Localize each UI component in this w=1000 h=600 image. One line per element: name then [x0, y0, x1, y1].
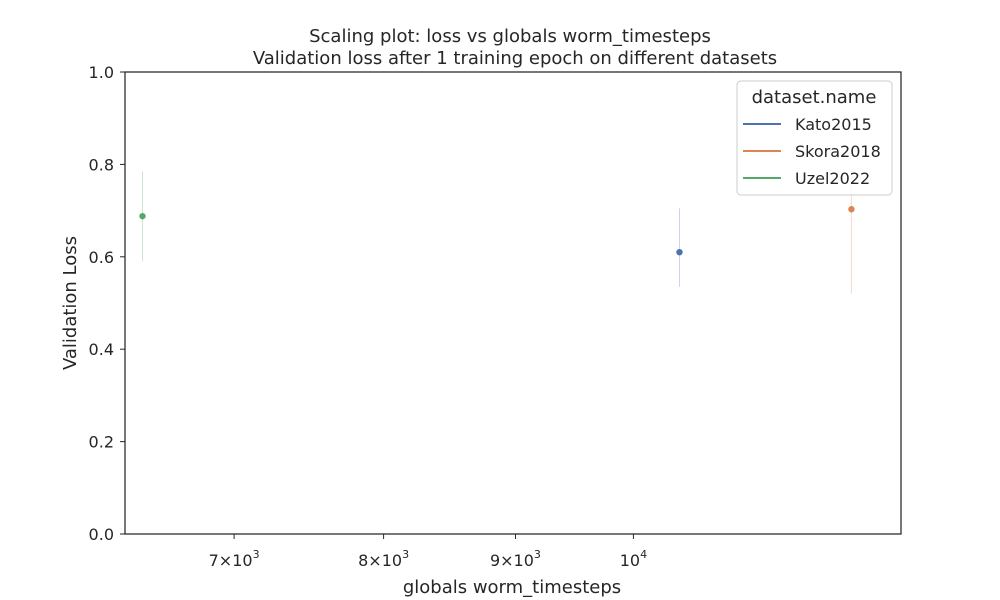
legend-label-uzel2022: Uzel2022 [795, 169, 870, 188]
chart-title: Scaling plot: loss vs globals worm_times… [309, 26, 711, 47]
x-tick-label: 8×103 [358, 548, 409, 570]
y-tick-label: 0.2 [89, 433, 114, 452]
x-tick-label: 104 [620, 548, 647, 570]
legend: dataset.name Kato2015 Skora2018 Uzel2022 [736, 80, 893, 196]
x-tick-label: 9×103 [490, 548, 541, 570]
y-axis-label: Validation Loss [60, 236, 81, 370]
chart-subtitle: Validation loss after 1 training epoch o… [253, 48, 777, 69]
y-tick-label: 0.6 [89, 248, 114, 267]
y-tick-label: 0.0 [89, 525, 114, 544]
x-tick-label: 7×103 [209, 548, 260, 570]
legend-box [736, 80, 893, 196]
data-point-uzel2022 [139, 212, 146, 220]
x-axis-ticks: 7×103 8×103 9×103 104 [209, 534, 647, 570]
data-marks [139, 171, 855, 294]
legend-label-kato2015: Kato2015 [795, 115, 872, 134]
data-point-kato2015 [676, 248, 683, 256]
legend-label-skora2018: Skora2018 [795, 142, 881, 161]
y-axis-ticks: 0.0 0.2 0.4 0.6 0.8 1.0 [89, 63, 125, 544]
x-axis-label: globals worm_timesteps [403, 577, 621, 598]
y-tick-label: 1.0 [89, 63, 114, 82]
data-point-skora2018 [848, 206, 855, 213]
y-tick-label: 0.4 [89, 340, 114, 359]
legend-title: dataset.name [752, 87, 877, 108]
y-tick-label: 0.8 [89, 155, 114, 174]
